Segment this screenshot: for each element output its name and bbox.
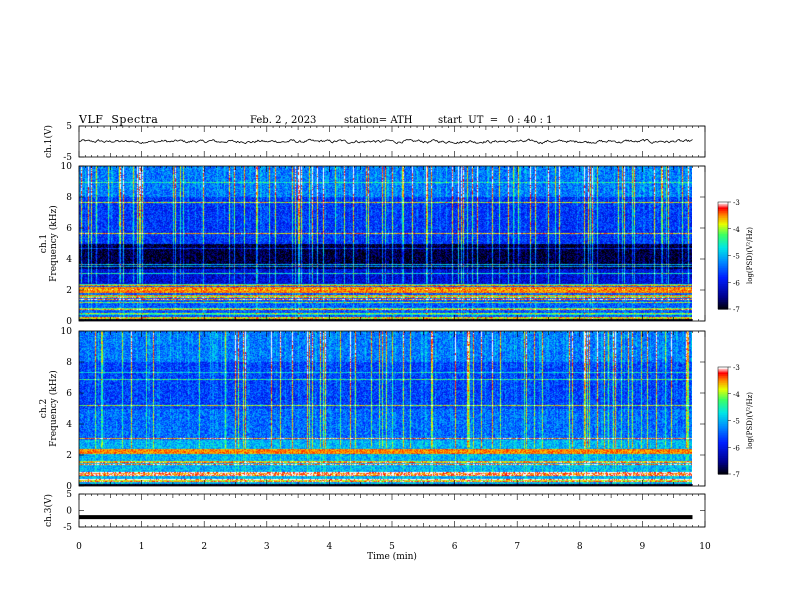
ch1-waveform-axes-ylabel: ch.1(V) [43, 125, 54, 158]
ch1-spectrogram-axes-ylabel: ch.1 [39, 234, 49, 253]
x-tick-label: 9 [640, 542, 646, 552]
ch2-spectrogram-axes-ytick-label: 4 [66, 420, 72, 430]
ch2-colorbar: -3 -4 -5 -6 -7 log(PSD)(V²/Hz) [717, 364, 754, 479]
ch3-waveform-axes: 5 0 -5 ch.3(V) [43, 490, 706, 533]
ch3-waveform-axes-ytick-label: 5 [66, 490, 72, 500]
x-tick-label: 2 [201, 542, 207, 552]
ch2-colorbar-tick-label: -7 [733, 471, 740, 479]
ch2-colorbar-label: log(PSD)(V²/Hz) [746, 392, 754, 449]
ch1-waveform-trace [78, 138, 693, 145]
ch1-spectrogram-axes-ylabel: Frequency (kHz) [48, 205, 59, 282]
ch1-colorbar-tick-label: -4 [733, 226, 740, 234]
ch1-colorbar-tick-label: -6 [733, 279, 740, 287]
x-tick-label: 3 [264, 542, 270, 552]
x-tick-label: 6 [452, 542, 458, 552]
ch2-colorbar-tick-label: -4 [733, 391, 740, 399]
x-tick-label: 7 [514, 542, 520, 552]
ch2-colorbar-tick-label: -5 [733, 418, 740, 426]
start-time-label: start UT = 0 : 40 : 1 [438, 115, 553, 126]
ch1-spectrogram-axes-ytick-label: 8 [66, 193, 72, 203]
ch1-colorbar-tick-label: -5 [733, 253, 740, 261]
x-tick-label: 5 [389, 542, 395, 552]
x-tick-label: 4 [327, 542, 333, 552]
date-label: Feb. 2 , 2023 [250, 115, 317, 126]
ch2-spectrogram-axes-ytick-label: 8 [66, 358, 72, 368]
ch1-colorbar-tick-label: -3 [733, 199, 740, 207]
x-tick-label: 0 [76, 542, 82, 552]
ch2-spectrogram-axes-ytick-label: 10 [61, 327, 73, 337]
ch2-spectrogram-axes: 0 2 4 6 8 10 ch.2 Frequency (kHz) [39, 327, 706, 492]
ch2-colorbar-tick-label: -3 [733, 364, 740, 372]
x-tick-label: 1 [139, 542, 145, 552]
ch3-waveform-axes-ylabel: ch.3(V) [43, 494, 54, 527]
ch2-spectrogram-axes-ytick-label: 6 [66, 389, 72, 399]
ch2-spectrogram-axes-ytick-label: 0 [66, 482, 72, 492]
ch1-spectrogram-axes-ytick-label: 2 [66, 286, 72, 296]
ch1-spectrogram-axes-ytick-label: 4 [66, 255, 72, 265]
x-tick-label: 8 [577, 542, 583, 552]
ch1-spectrogram-axes-ytick-label: 6 [66, 224, 72, 234]
x-axis-label: Time (min) [367, 551, 417, 562]
ch1-spectrogram-axes-ytick-label: 0 [66, 317, 72, 327]
ch1-waveform-axes-ytick-label: 5 [66, 122, 72, 132]
x-tick-label: 10 [699, 542, 711, 552]
ch1-waveform-axes-ytick-label: -5 [63, 153, 72, 163]
ch1-waveform-axes: 5 -5 ch.1(V) [43, 122, 706, 163]
station-label: station= ATH [344, 115, 413, 126]
ch1-spectrogram-axes: 0 2 4 6 8 10 ch.1 Frequency (kHz) [39, 162, 706, 327]
ch2-spectrogram-axes-ylabel: ch.2 [39, 399, 49, 418]
ch1-spectrogram-axes-ytick-label: 10 [61, 162, 73, 172]
ch1-colorbar: -3 -4 -5 -6 -7 log(PSD)(V²/Hz) [717, 199, 754, 314]
ch2-spectrogram-axes-ytick-label: 2 [66, 451, 72, 461]
ch3-waveform-axes-ytick-label: 0 [66, 507, 72, 517]
chart-title: VLF Spectra [79, 113, 159, 126]
ch2-spectrogram-axes-ylabel: Frequency (kHz) [48, 370, 59, 447]
ch1-colorbar-label: log(PSD)(V²/Hz) [746, 227, 754, 284]
ch2-colorbar-tick-label: -6 [733, 444, 740, 452]
ch3-waveform-axes-ytick-label: -5 [63, 523, 72, 533]
ch1-colorbar-tick-label: -7 [733, 306, 740, 314]
ch2-spectrogram-image [79, 331, 692, 486]
ch1-spectrogram-image [79, 166, 692, 321]
